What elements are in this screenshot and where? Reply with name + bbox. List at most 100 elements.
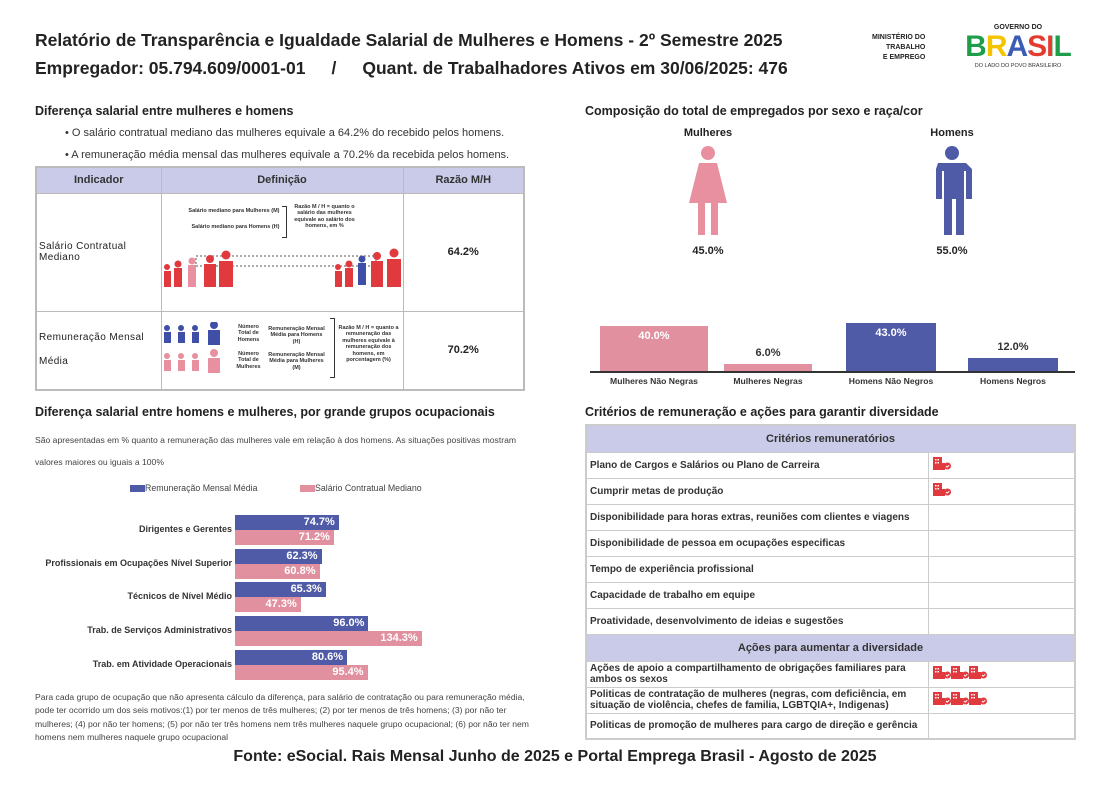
category-label: Profissionais em Ocupações Nível Superio… xyxy=(45,558,232,568)
occupational-footnote: Para cada grupo de ocupação que não apre… xyxy=(35,692,529,742)
criteria-icons xyxy=(927,503,1076,531)
company-icon xyxy=(932,457,951,470)
action-icons xyxy=(927,712,1076,740)
composition-bar-chart: 40.0% Mulheres Não Negras 6.0% Mulheres Neg… xyxy=(590,300,1075,390)
woman-icon xyxy=(689,146,727,235)
ministry-logo: MINISTÉRIO DO TRABALHO E EMPREGO xyxy=(872,33,925,63)
criteria-label: Tempo de experiência profissional xyxy=(585,555,929,583)
company-icon xyxy=(932,483,951,496)
header-ratio: Razão M/H xyxy=(402,166,525,194)
company-icon xyxy=(950,692,969,705)
people-illustration xyxy=(163,248,401,287)
salary-gap-title: Diferença salarial entre mulheres e home… xyxy=(35,104,294,118)
bullet: • A remuneração média mensal das mulhere… xyxy=(65,149,510,161)
category-label: Técnicos de Nível Médio xyxy=(127,591,232,601)
table-row: Plano de Cargos e Salários ou Plano de C… xyxy=(585,451,1076,479)
criteria-label: Proatividade, desenvolvimento de ideias … xyxy=(585,607,929,635)
criteria-icons xyxy=(927,529,1076,557)
bullet: • O salário contratual mediano das mulhe… xyxy=(65,127,505,139)
company-icon xyxy=(950,666,969,679)
man-icon xyxy=(936,146,972,235)
occupational-bar: 74.7% xyxy=(235,515,339,530)
x-axis xyxy=(590,371,1075,373)
header-indicator: Indicador xyxy=(35,166,162,194)
gov-logo-wordmark: BRASIL xyxy=(963,31,1073,63)
criteria-title: Critérios de remuneração e ações para ga… xyxy=(585,405,939,419)
composition-bar xyxy=(968,357,1058,371)
def-text: Remuneração Mensal Média para Homens (H) xyxy=(268,325,325,345)
criteria-icons xyxy=(927,607,1076,635)
table-row: Politicas de promoção de mulheres para c… xyxy=(585,712,1076,740)
composition-category-label: Homens Negros xyxy=(980,376,1046,386)
composition-bar xyxy=(846,322,936,371)
brace xyxy=(281,205,287,238)
occupational-bar: 60.8% xyxy=(235,564,320,579)
occupational-bar: 95.4% xyxy=(235,665,368,680)
criteria-label: Capacidade de trabalho em equipe xyxy=(585,581,929,609)
composition-category-label: Mulheres Negras xyxy=(733,376,803,386)
composition-bar-value: 40.0% xyxy=(638,330,670,343)
occupational-bar: 47.3% xyxy=(235,597,301,612)
ratio-cell: 70.2% xyxy=(402,310,525,391)
gov-logo-tagline: DO LADO DO POVO BRASILEIRO xyxy=(974,63,1062,69)
source-footer: Fonte: eSocial. Rais Mensal Junho de 202… xyxy=(233,748,877,765)
def-text: Remuneração Mensal Média para Mulheres (… xyxy=(268,351,325,371)
occupational-bar: 80.6% xyxy=(235,650,348,665)
occupational-title: Diferença salarial entre homens e mulher… xyxy=(35,405,495,419)
indicator-cell: Remuneração Mensal Média xyxy=(35,310,162,391)
criteria-table: Critérios remuneratórios Plano de Cargos … xyxy=(585,424,1076,740)
definition-table: Indicador Definição Razão M/H Salário Cont… xyxy=(35,166,525,391)
occupational-intro: São apresentadas em % quanto a remuneraç… xyxy=(35,435,517,467)
employer-id: Empregador: 05.794.609/0001-01 xyxy=(35,58,306,78)
women-percent: 45.0% xyxy=(692,245,724,257)
brace xyxy=(329,317,335,378)
action-label: Ações de apoio a compartilhamento de obr… xyxy=(585,660,929,688)
composition-category-label: Homens Não Negros xyxy=(848,376,934,386)
criteria-header: Critérios remuneratórios xyxy=(585,424,1076,453)
company-icon xyxy=(932,666,951,679)
occupational-bar: 65.3% xyxy=(235,582,326,597)
criteria-label: Disponibilidade para horas extras, reuni… xyxy=(585,503,929,531)
table-row: Salário Contratual Mediano Salário media… xyxy=(35,192,525,312)
company-icon xyxy=(968,692,987,705)
legend-label: Remuneração Mensal Média xyxy=(145,483,258,493)
ministry-line: MINISTÉRIO DO xyxy=(872,34,926,41)
header-definition: Definição xyxy=(160,166,404,194)
composition-bar-value: 12.0% xyxy=(997,340,1029,353)
legend-swatch xyxy=(300,485,315,493)
composition-bar xyxy=(724,364,812,371)
criteria-label: Plano de Cargos e Salários ou Plano de C… xyxy=(585,451,929,479)
criteria-icons xyxy=(927,555,1076,583)
table-row: Cumprir metas de produção xyxy=(585,477,1076,505)
def-text: Número Total de Mulheres xyxy=(236,350,261,370)
men-label: Homens xyxy=(930,127,974,139)
category-label: Dirigentes e Gerentes xyxy=(138,524,232,534)
def-text: Número Total de Homens xyxy=(237,323,260,343)
worker-count: Quant. de Trabalhadores Ativos em 30/06/… xyxy=(362,58,788,78)
occupational-bar: 134.3% xyxy=(235,631,422,646)
women-label: Mulheres xyxy=(683,127,733,139)
legend-item: Remuneração Mensal Média xyxy=(130,483,257,493)
action-icons xyxy=(927,686,1076,714)
report-title: Relatório de Transparência e Igualdade S… xyxy=(35,30,783,50)
table-row: Tempo de experiência profissional xyxy=(585,555,1076,583)
action-label: Politicas de promoção de mulheres para c… xyxy=(585,712,929,740)
ratio-cell: 64.2% xyxy=(402,192,525,312)
table-row: Remuneração Mensal Média Número Total de… xyxy=(35,310,525,391)
occupational-bar: 62.3% xyxy=(235,549,322,564)
category-label: Trab. em Atividade Operacionais xyxy=(92,659,232,669)
criteria-icons xyxy=(927,581,1076,609)
legend-swatch xyxy=(130,485,145,493)
category-label: Trab. de Serviços Administrativos xyxy=(87,625,232,635)
occupational-bar: 96.0% xyxy=(235,616,369,631)
criteria-icons xyxy=(927,451,1076,479)
definition-cell: Salário mediano para Mulheres (M) Salári… xyxy=(160,192,404,312)
composition-bar-value: 43.0% xyxy=(875,326,907,339)
table-row: Disponibilidade de pessoa em ocupações e… xyxy=(585,529,1076,557)
employer-line: Empregador: 05.794.609/0001-01 / Quant. de… xyxy=(35,58,788,79)
indicator-cell: Salário Contratual Mediano xyxy=(35,192,162,312)
separator: / xyxy=(331,58,337,78)
def-note: Razão M / H = quanto o salário das mulhe… xyxy=(294,203,355,230)
def-note: Razão M / H = quanto a remuneração das m… xyxy=(338,324,399,364)
def-text: Salário mediano para Mulheres (M) xyxy=(188,207,280,214)
